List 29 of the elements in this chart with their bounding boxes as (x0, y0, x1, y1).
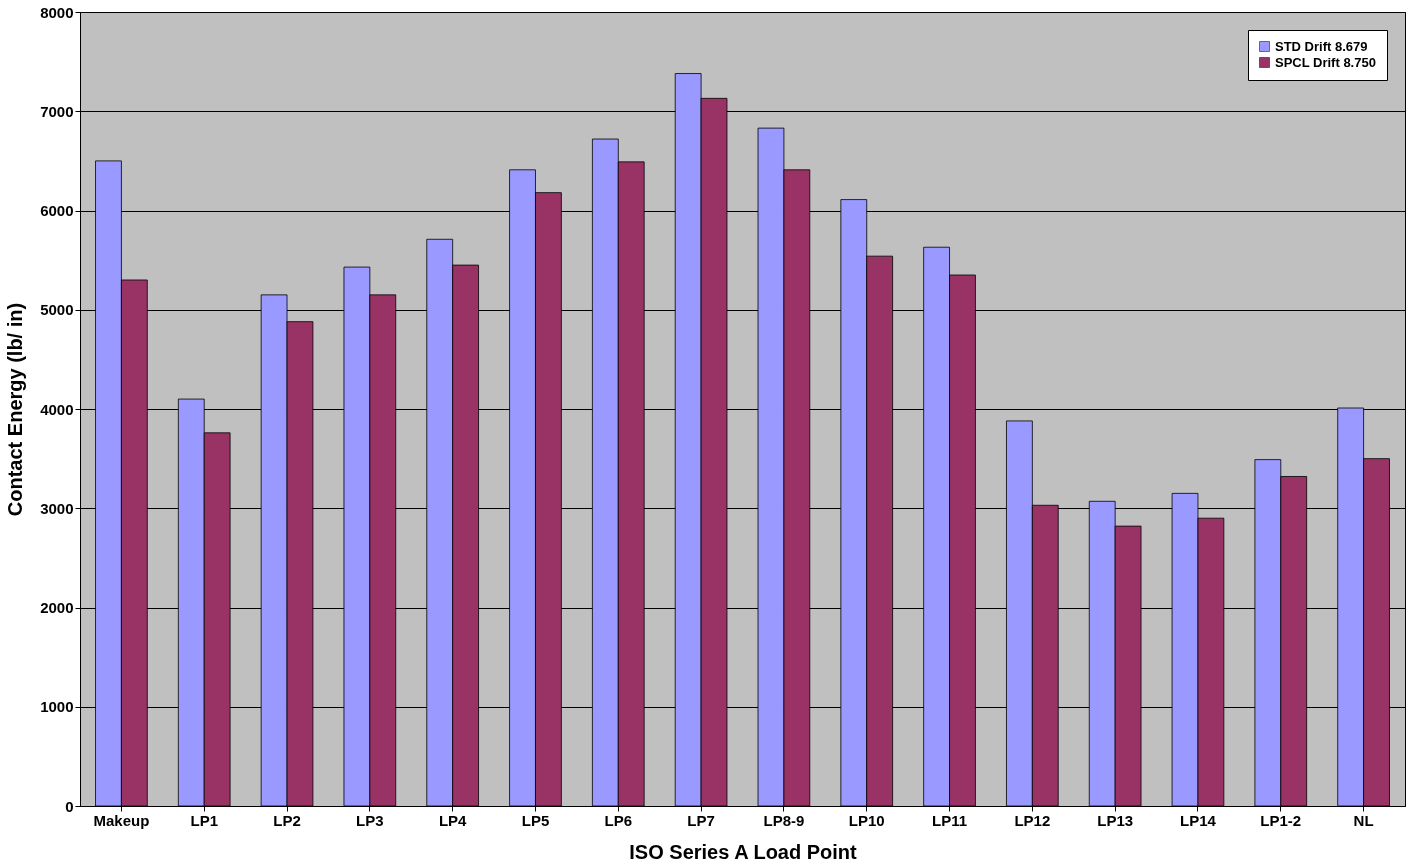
x-tick-label: LP14 (1180, 811, 1217, 829)
x-axis-title: ISO Series A Load Point (629, 840, 858, 863)
legend-label: STD Drift 8.679 (1275, 38, 1368, 54)
x-tick-label: LP2 (273, 811, 301, 829)
y-tick-label: 4000 (40, 400, 74, 418)
y-tick-label: 2000 (40, 599, 74, 616)
x-tick-label: NL (1353, 811, 1374, 829)
x-tick-label: LP3 (356, 811, 384, 829)
x-tick-label: LP7 (687, 811, 715, 829)
x-tick-label: LP12 (1014, 811, 1051, 829)
y-tick-label: 3000 (40, 499, 74, 517)
y-tick-label: 6000 (40, 202, 74, 219)
x-tick-label: LP5 (521, 811, 550, 829)
y-tick-label: 5000 (40, 301, 74, 319)
x-tick-label: LP10 (848, 811, 885, 829)
x-tick-label: LP4 (438, 811, 468, 829)
x-tick-label: LP6 (604, 811, 633, 829)
x-tick-label: LP8-9 (763, 811, 805, 829)
x-tick-label: Makeup (93, 811, 150, 829)
y-tick-label: 0 (65, 797, 74, 815)
y-tick-label: 8000 (40, 3, 74, 21)
y-tick-label: 1000 (40, 698, 74, 716)
y-tick-label: 7000 (40, 102, 74, 120)
legend-label: SPCL Drift 8.750 (1275, 54, 1376, 70)
y-axis-title: Contact Energy (lb/ in) (4, 302, 27, 517)
x-tick-label: LP1-2 (1260, 811, 1302, 829)
x-tick-label: LP11 (932, 811, 968, 829)
x-tick-label: LP1 (190, 811, 218, 829)
x-tick-label: LP13 (1097, 811, 1134, 829)
